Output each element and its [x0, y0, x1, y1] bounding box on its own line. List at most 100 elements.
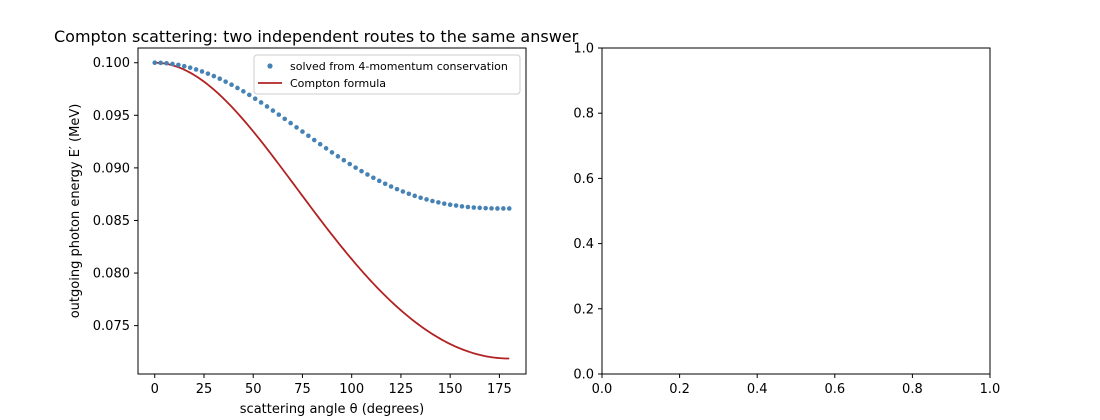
scatter-point [181, 63, 187, 69]
scatter-point [465, 204, 471, 210]
x-tick-label: 100 [339, 382, 364, 397]
scatter-point [211, 73, 217, 79]
scatter-point [495, 206, 500, 211]
legend: solved from 4-momentum conservation Comp… [253, 54, 521, 95]
scatter-point [506, 206, 512, 211]
scatter-point [436, 200, 441, 205]
y-tick-label: 0.095 [93, 109, 130, 124]
scatter-point [394, 186, 400, 192]
scatter-point [164, 60, 169, 66]
scatter-point [447, 202, 453, 207]
scatter-point [335, 154, 341, 159]
x-tick-label: 0.8 [902, 382, 923, 397]
x-tick-label: 0.6 [824, 382, 845, 397]
y-tick-label: 0.085 [93, 214, 130, 229]
scatter-point [193, 67, 199, 72]
y-tick-label: 0.090 [93, 161, 130, 176]
y-tick-label: 0.080 [93, 267, 130, 282]
scatter-point [270, 108, 276, 113]
scatter-point [288, 120, 293, 126]
y-tick-label: 0.075 [93, 319, 130, 334]
right-y-ticks: 0.0 0.2 0.4 0.6 0.8 1.0 [573, 42, 602, 383]
x-tick-label: 175 [487, 382, 512, 397]
y-tick-label: 0.8 [573, 107, 594, 122]
left-x-ticks: 0 25 50 75 100 125 150 175 [151, 374, 512, 397]
scatter-point [217, 76, 223, 82]
scatter-point [176, 62, 181, 68]
scatter-point [382, 181, 388, 187]
right-axes: 0.0 0.2 0.4 0.6 0.8 1.0 0.0 0.2 0.4 0.6 0.8 1.0 [573, 42, 1000, 398]
scatter-point [170, 61, 175, 67]
scatter-point [294, 125, 299, 130]
left-plot-data [152, 60, 512, 360]
scatter-point [388, 184, 394, 189]
y-tick-label: 0.4 [573, 237, 594, 252]
scatter-point [276, 112, 282, 117]
left-axes: 0 25 50 75 100 125 150 175 0.075 0.080 0.085 0.090… [68, 47, 527, 417]
scatter-point [241, 89, 246, 94]
left-y-axis-label: outgoing photon energy E′ (MeV) [68, 104, 83, 319]
scatter-point [229, 82, 234, 87]
y-tick-label: 0.2 [573, 302, 594, 317]
x-tick-label: 150 [438, 382, 463, 397]
series-compton-formula-line [154, 61, 510, 360]
scatter-point [371, 175, 376, 181]
x-tick-label: 0.4 [747, 382, 768, 397]
legend-box [253, 54, 521, 95]
scatter-point [205, 71, 211, 76]
scatter-point [453, 203, 459, 208]
y-tick-label: 0.6 [573, 172, 594, 187]
scatter-point [329, 150, 335, 155]
scatter-point [400, 189, 406, 194]
x-tick-label: 50 [245, 382, 262, 397]
x-tick-label: 125 [389, 382, 414, 397]
x-tick-label: 25 [196, 382, 213, 397]
scatter-point [424, 197, 429, 202]
left-y-ticks: 0.075 0.080 0.085 0.090 0.095 0.100 [93, 56, 138, 334]
y-tick-label: 0.100 [93, 56, 130, 71]
left-axes-frame [137, 47, 527, 375]
x-tick-label: 0.0 [592, 382, 613, 397]
right-axes-frame [601, 47, 991, 375]
scatter-point [306, 133, 311, 139]
x-tick-label: 0 [151, 382, 159, 397]
scatter-point [258, 100, 264, 105]
scatter-point [441, 201, 447, 206]
scatter-point [199, 69, 205, 74]
scatter-point [412, 193, 418, 199]
legend-label-scatter: solved from 4-momentum conservation [290, 60, 508, 73]
scatter-point [347, 161, 353, 167]
scatter-point [501, 206, 506, 211]
scatter-point [246, 92, 252, 98]
scatter-point [223, 79, 228, 84]
scatter-point [376, 178, 382, 184]
scatter-point [483, 205, 488, 211]
scatter-point [471, 205, 477, 210]
scatter-point [353, 165, 358, 170]
scatter-point [323, 146, 329, 151]
x-tick-label: 1.0 [980, 382, 1001, 397]
scatter-point [341, 157, 347, 163]
legend-label-line: Compton formula [290, 77, 386, 90]
scatter-point [300, 129, 305, 134]
scatter-point [252, 96, 258, 101]
x-tick-label: 0.2 [669, 382, 690, 397]
left-x-axis-label: scattering angle θ (degrees) [240, 402, 424, 417]
scatter-point [418, 195, 423, 201]
scatter-point [158, 60, 163, 66]
scatter-point [311, 137, 317, 143]
scatter-point [264, 104, 270, 109]
scatter-point [430, 198, 435, 204]
scatter-point [477, 205, 483, 211]
scatter-point [152, 60, 158, 66]
y-tick-label: 0.0 [573, 368, 594, 383]
scatter-point [489, 206, 494, 211]
scatter-point [187, 65, 193, 70]
scatter-point [317, 141, 323, 147]
scatter-point [459, 204, 465, 209]
scatter-point [406, 191, 412, 197]
figure-title: Compton scattering: two independent rout… [54, 27, 579, 46]
scatter-point [365, 172, 370, 177]
scatter-point [282, 116, 288, 122]
scatter-point [359, 168, 364, 174]
